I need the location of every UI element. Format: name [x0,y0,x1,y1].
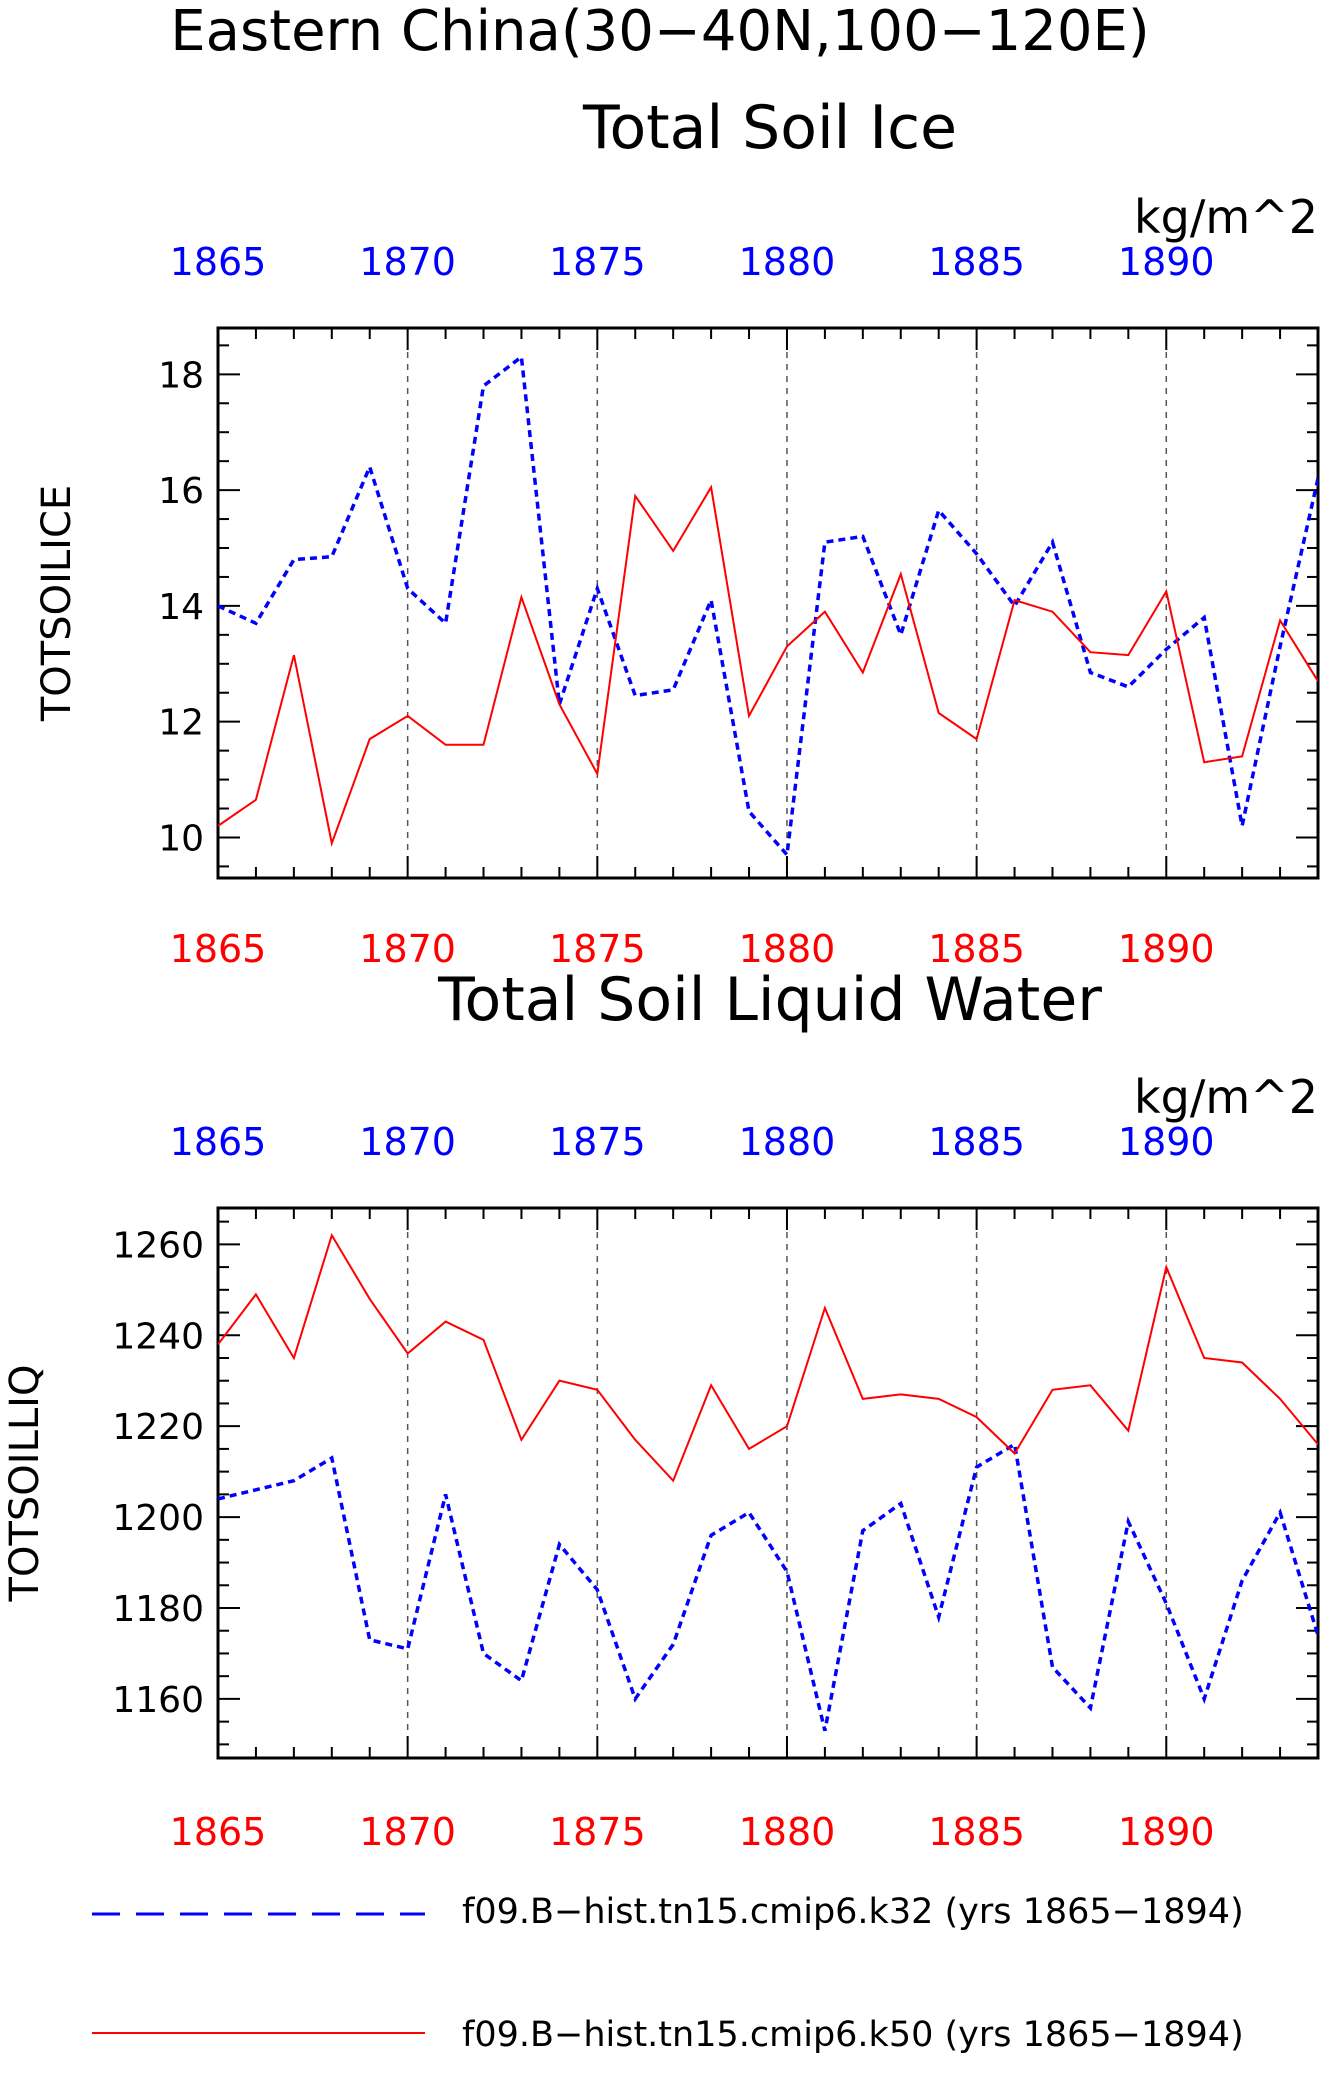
y-tick-label: 1180 [112,1589,204,1630]
x-tick-label-bottom: 1870 [359,1810,456,1854]
chart-panel-2: Total Soil Liquid Water kg/m^2 1865 1865 187… [2,965,1320,1854]
x-tick-label-bottom: 1880 [739,1810,836,1854]
plot-frame [216,1206,1320,1760]
chart-panel-1: Total Soil Ice kg/m^2 1865 1865 1870 1870 1875… [34,93,1320,971]
y-tick-label: 1220 [112,1407,204,1448]
x-tick-label-top: 1865 [170,1120,267,1164]
y-axis-label: TOTSOILLIQ [2,1365,48,1603]
series-line-k32 [218,1441,1318,1732]
figure-title-line1: Eastern China(30−40N,100−120E) [170,0,1149,64]
x-tick-label-bottom: 1875 [549,927,646,971]
y-tick-label: 1240 [112,1316,204,1357]
x-tick-label-bottom: 1885 [928,1810,1025,1854]
x-tick-label-top: 1880 [739,240,836,284]
x-tick-label-top: 1880 [739,1120,836,1164]
x-tick-label-bottom: 1885 [928,927,1025,971]
legend: f09.B−hist.tn15.cmip6.k32 (yrs 1865−1894… [92,1892,1244,2055]
y-axis-label: TOTSOILICE [34,485,80,722]
series-line-k50 [218,1232,1318,1483]
x-tick-label-top: 1875 [549,240,646,284]
x-tick-label-top: 1890 [1118,1120,1215,1164]
x-tick-label-bottom: 1890 [1118,1810,1215,1854]
y-tick-label: 14 [158,587,204,628]
x-tick-label-top: 1890 [1118,240,1215,284]
x-tick-label-bottom: 1865 [170,927,267,971]
x-tick-label-bottom: 1870 [359,927,456,971]
x-tick-label-top: 1870 [359,240,456,284]
x-tick-label-bottom: 1865 [170,1810,267,1854]
x-tick-label-bottom: 1875 [549,1810,646,1854]
x-tick-label-top: 1885 [928,1120,1025,1164]
chart-panels: Total Soil Ice kg/m^2 1865 1865 1870 1870 1875… [2,93,1320,1854]
x-tick-label-bottom: 1880 [739,927,836,971]
x-tick-label-top: 1870 [359,1120,456,1164]
series-line-k50 [218,484,1318,847]
x-tick-label-top: 1885 [928,240,1025,284]
plot-frame [216,326,1320,880]
x-tick-label-bottom: 1890 [1118,927,1215,971]
chart-title: Total Soil Liquid Water [437,965,1102,1035]
y-tick-label: 1160 [112,1680,204,1721]
units-label: kg/m^2 [1134,1070,1318,1124]
series-line-k32 [218,353,1318,859]
y-tick-label: 16 [158,471,204,512]
y-tick-label: 12 [158,703,204,744]
y-tick-label: 18 [158,355,204,396]
y-tick-label: 1260 [112,1225,204,1266]
y-tick-label: 10 [158,818,204,859]
chart-title: Total Soil Ice [582,93,957,163]
legend-label-k32: f09.B−hist.tn15.cmip6.k32 (yrs 1865−1894… [462,1892,1244,1932]
x-tick-label-top: 1865 [170,240,267,284]
legend-label-k50: f09.B−hist.tn15.cmip6.k50 (yrs 1865−1894… [462,2015,1244,2055]
x-tick-label-top: 1875 [549,1120,646,1164]
y-tick-label: 1200 [112,1498,204,1539]
units-label: kg/m^2 [1134,190,1318,244]
